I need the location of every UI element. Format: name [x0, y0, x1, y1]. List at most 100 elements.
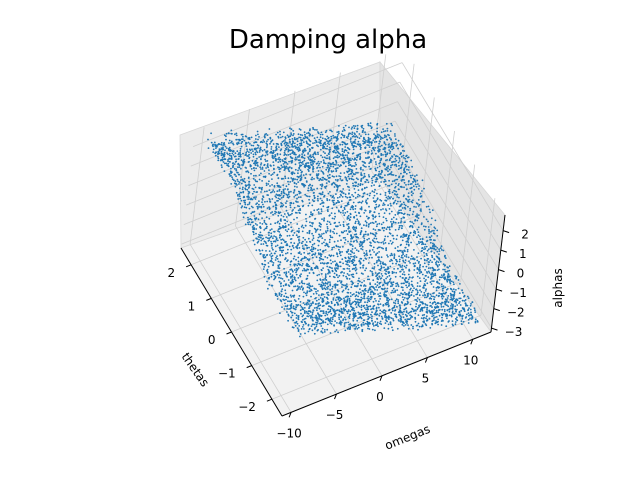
data-point	[321, 285, 323, 288]
data-point	[373, 262, 376, 265]
data-point	[387, 185, 389, 187]
data-point	[357, 155, 359, 157]
data-point	[261, 166, 264, 169]
data-point	[261, 201, 263, 204]
data-point	[337, 298, 340, 301]
data-point	[345, 310, 348, 313]
data-point	[390, 291, 393, 294]
data-point	[456, 316, 458, 319]
data-point	[287, 314, 290, 317]
data-point	[316, 319, 318, 322]
data-point	[433, 296, 436, 298]
data-point	[430, 235, 433, 237]
data-point	[377, 278, 380, 281]
data-point	[389, 232, 392, 235]
data-point	[278, 194, 281, 197]
data-point	[384, 180, 387, 183]
data-point	[416, 285, 419, 287]
data-point	[390, 196, 392, 198]
data-point	[363, 239, 366, 242]
data-point	[348, 189, 351, 192]
data-point	[380, 323, 383, 326]
data-point	[321, 202, 323, 205]
data-point	[399, 310, 402, 312]
data-point	[308, 258, 311, 260]
data-point	[336, 253, 338, 256]
data-point	[287, 196, 290, 199]
data-point	[298, 167, 301, 170]
data-point	[322, 320, 325, 322]
data-point	[278, 263, 281, 266]
data-point	[311, 313, 314, 315]
data-point	[400, 227, 403, 230]
data-point	[351, 142, 353, 145]
data-point	[282, 204, 285, 207]
data-point	[454, 308, 457, 311]
data-point	[367, 315, 370, 318]
data-point	[402, 253, 404, 256]
data-point	[415, 202, 418, 205]
data-point	[426, 311, 429, 314]
data-point	[293, 299, 296, 301]
data-point	[404, 246, 407, 249]
data-point	[450, 294, 452, 297]
data-point	[228, 142, 230, 145]
data-point	[423, 320, 425, 323]
data-point	[346, 233, 349, 236]
data-point	[245, 153, 247, 156]
data-point	[414, 309, 417, 312]
data-point	[308, 232, 311, 235]
data-point	[364, 301, 366, 304]
data-point	[294, 156, 297, 159]
data-point	[331, 248, 333, 251]
data-point	[269, 223, 272, 226]
data-point	[348, 297, 351, 300]
data-point	[362, 192, 365, 195]
data-point	[425, 205, 428, 208]
data-point	[348, 261, 351, 263]
data-point	[279, 133, 281, 136]
data-point	[390, 312, 393, 314]
data-point	[405, 165, 408, 168]
data-point	[277, 264, 280, 267]
data-point	[287, 284, 290, 286]
data-point	[358, 137, 361, 140]
data-point	[372, 228, 375, 231]
data-point	[389, 240, 392, 242]
data-point	[269, 142, 271, 145]
data-point	[331, 199, 334, 202]
data-point	[231, 171, 233, 174]
data-point	[317, 132, 320, 135]
data-point	[300, 225, 303, 228]
data-point	[302, 287, 304, 289]
data-point	[364, 131, 366, 134]
data-point	[253, 196, 255, 199]
data-point	[342, 209, 344, 212]
data-point	[328, 156, 331, 159]
data-point	[368, 194, 371, 197]
data-point	[400, 166, 403, 169]
data-point	[355, 302, 358, 305]
data-point	[412, 185, 415, 188]
data-point	[303, 137, 306, 140]
data-point	[347, 326, 350, 329]
data-point	[284, 241, 286, 244]
data-point	[335, 164, 337, 166]
data-point	[266, 163, 269, 165]
data-point	[350, 260, 353, 263]
data-point	[398, 225, 401, 227]
data-point	[288, 146, 291, 149]
data-point	[400, 203, 403, 206]
data-point	[386, 138, 389, 141]
data-point	[404, 261, 406, 264]
data-point	[306, 132, 308, 135]
data-point	[335, 206, 338, 209]
data-point	[296, 137, 299, 140]
data-point	[291, 229, 294, 232]
data-point	[296, 186, 298, 188]
data-point	[304, 177, 307, 179]
data-point	[396, 155, 399, 158]
data-point	[385, 294, 388, 297]
data-point	[286, 167, 288, 169]
data-point	[395, 194, 398, 196]
